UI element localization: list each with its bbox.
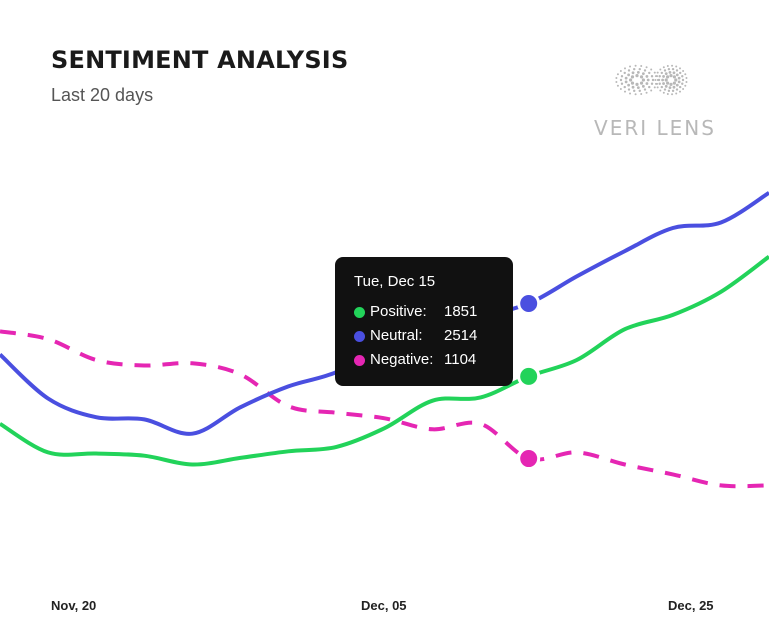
x-tick-label: Dec, 05 — [361, 598, 407, 613]
series-line-positive — [0, 254, 769, 467]
tooltip-series-name: Positive: — [370, 303, 427, 320]
chart-subtitle: Last 20 days — [51, 85, 154, 105]
logo-mark-icon — [615, 64, 688, 96]
tooltip-series-name: Negative: — [370, 351, 434, 368]
tooltip-series-name: Neutral: — [370, 327, 423, 344]
highlight-point-neutral[interactable] — [517, 291, 541, 315]
tooltip-series-value: 2514 — [444, 327, 478, 344]
positive-dot-icon — [354, 307, 365, 318]
veri-lens-logo: VERI LENS — [585, 50, 725, 142]
chart-title: SENTIMENT ANALYSIS — [51, 46, 349, 74]
highlight-point-positive[interactable] — [517, 364, 541, 388]
chart-tooltip: Tue, Dec 15 Positive: 1851 Neutral: 2514… — [335, 257, 513, 386]
tooltip-series-value: 1851 — [444, 303, 478, 320]
logo-text: VERI LENS — [594, 116, 716, 140]
tooltip-date: Tue, Dec 15 — [354, 273, 436, 290]
negative-dot-icon — [354, 355, 365, 366]
neutral-dot-icon — [354, 331, 365, 342]
x-tick-label: Dec, 25 — [668, 598, 714, 613]
series-line-negative — [0, 329, 769, 489]
x-tick-label: Nov, 20 — [51, 598, 97, 613]
tooltip-series-value: 1104 — [444, 351, 477, 368]
highlight-point-negative[interactable] — [517, 447, 541, 471]
